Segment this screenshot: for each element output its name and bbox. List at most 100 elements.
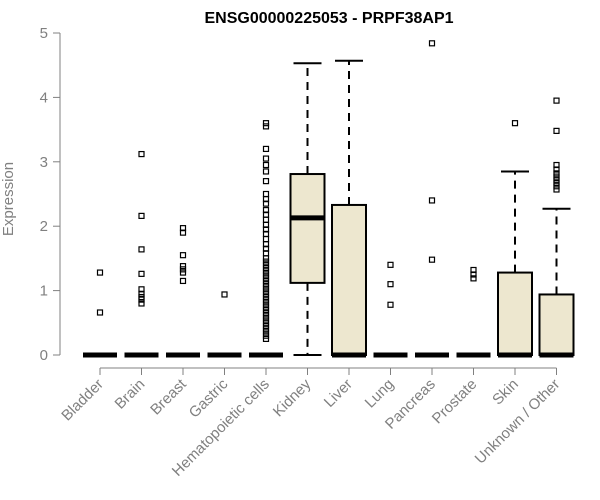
outlier-point — [138, 300, 145, 307]
outlier-point — [262, 297, 270, 304]
outlier-point — [262, 120, 270, 127]
y-tick-label: 5 — [40, 25, 48, 42]
y-axis: 0 1 2 3 4 5 — [40, 25, 61, 364]
outlier-point — [553, 179, 560, 187]
outlier-point — [262, 326, 270, 333]
outlier-point — [387, 301, 394, 308]
outlier-point — [262, 290, 270, 297]
outlier-point — [262, 190, 270, 198]
box-breast — [166, 225, 200, 358]
outlier-point — [553, 176, 560, 183]
box-gastric — [207, 291, 242, 358]
box-skin — [497, 120, 533, 358]
outlier-point — [138, 246, 145, 253]
outlier-point — [262, 216, 270, 223]
y-tick-label: 1 — [40, 283, 48, 300]
outlier-point — [262, 264, 270, 272]
outlier-point — [262, 303, 270, 310]
plot-area — [83, 40, 575, 358]
outlier-point — [262, 306, 270, 314]
y-axis-label: Expression — [0, 162, 17, 236]
outlier-point — [262, 268, 270, 275]
outlier-point — [262, 300, 270, 307]
outlier-point — [179, 266, 187, 273]
y-tick-label: 3 — [40, 154, 48, 171]
box-body — [497, 271, 533, 356]
outlier-point — [470, 271, 477, 278]
outlier-point — [262, 310, 270, 317]
outlier-point — [262, 293, 270, 301]
outlier-point — [262, 319, 270, 326]
outlier-point — [428, 256, 436, 263]
outlier-point — [262, 284, 270, 291]
outlier-point — [138, 212, 145, 219]
outlier-point — [262, 168, 270, 175]
box-bladder — [83, 269, 117, 358]
outlier-point — [262, 274, 270, 281]
outlier-point — [470, 275, 477, 282]
outlier-point — [262, 145, 270, 153]
outlier-point — [262, 200, 270, 207]
box-body — [538, 293, 575, 356]
x-tick-label: Liver — [321, 376, 356, 411]
outlier-point — [262, 316, 270, 323]
outlier-point — [553, 186, 560, 193]
outlier-point — [262, 281, 270, 288]
outlier-point — [262, 161, 270, 169]
box-pancreas — [415, 40, 449, 358]
x-tick-label: Lung — [362, 376, 398, 412]
outlier-point — [262, 332, 270, 339]
outlier-point — [553, 127, 560, 134]
outlier-point — [553, 166, 560, 173]
box-kidney — [289, 62, 326, 356]
outlier-point — [138, 290, 145, 297]
box-hematopoietic-cells — [249, 120, 283, 358]
outlier-point — [387, 261, 394, 268]
outlier-point — [179, 277, 187, 285]
outlier-point — [262, 335, 270, 342]
outlier-point — [221, 291, 228, 298]
x-tick-label: Bladder — [58, 376, 107, 425]
outlier-point — [262, 261, 270, 268]
y-tick-label: 4 — [40, 89, 48, 106]
chart-title: ENSG00000225053 - PRPF38AP1 — [204, 10, 453, 27]
x-tick-label: Prostate — [429, 376, 481, 428]
outlier-point — [262, 123, 270, 130]
y-tick-label: 0 — [40, 347, 48, 364]
outlier-point — [262, 178, 270, 185]
outlier-point — [96, 269, 104, 276]
outlier-point — [96, 309, 104, 316]
outlier-point — [262, 329, 270, 336]
outlier-point — [428, 197, 436, 204]
outlier-point — [262, 255, 270, 262]
outlier-point — [428, 40, 436, 47]
x-tick-label: Breast — [147, 375, 190, 418]
box-prostate — [456, 266, 491, 358]
outlier-point — [262, 277, 270, 285]
outlier-point — [262, 287, 270, 294]
outlier-point — [553, 97, 560, 104]
outlier-point — [262, 235, 270, 243]
x-tick-label: Skin — [489, 376, 522, 409]
box-lung — [373, 261, 408, 358]
outlier-point — [262, 258, 270, 265]
box-liver — [331, 59, 367, 358]
outlier-point — [179, 269, 187, 276]
outlier-point — [179, 229, 187, 236]
box-brain — [124, 150, 159, 358]
outlier-point — [138, 296, 145, 303]
x-tick-label: Brain — [112, 376, 149, 413]
outlier-point — [179, 263, 187, 270]
outlier-point — [553, 170, 560, 177]
outlier-point — [262, 322, 270, 330]
outlier-point — [262, 271, 270, 278]
x-tick-label: Kidney — [270, 375, 315, 420]
outlier-point — [553, 173, 560, 180]
box-body — [289, 173, 326, 284]
outlier-point — [387, 281, 394, 288]
box-unknown-other — [538, 97, 575, 358]
outlier-point — [138, 270, 145, 277]
y-tick-label: 2 — [40, 218, 48, 235]
